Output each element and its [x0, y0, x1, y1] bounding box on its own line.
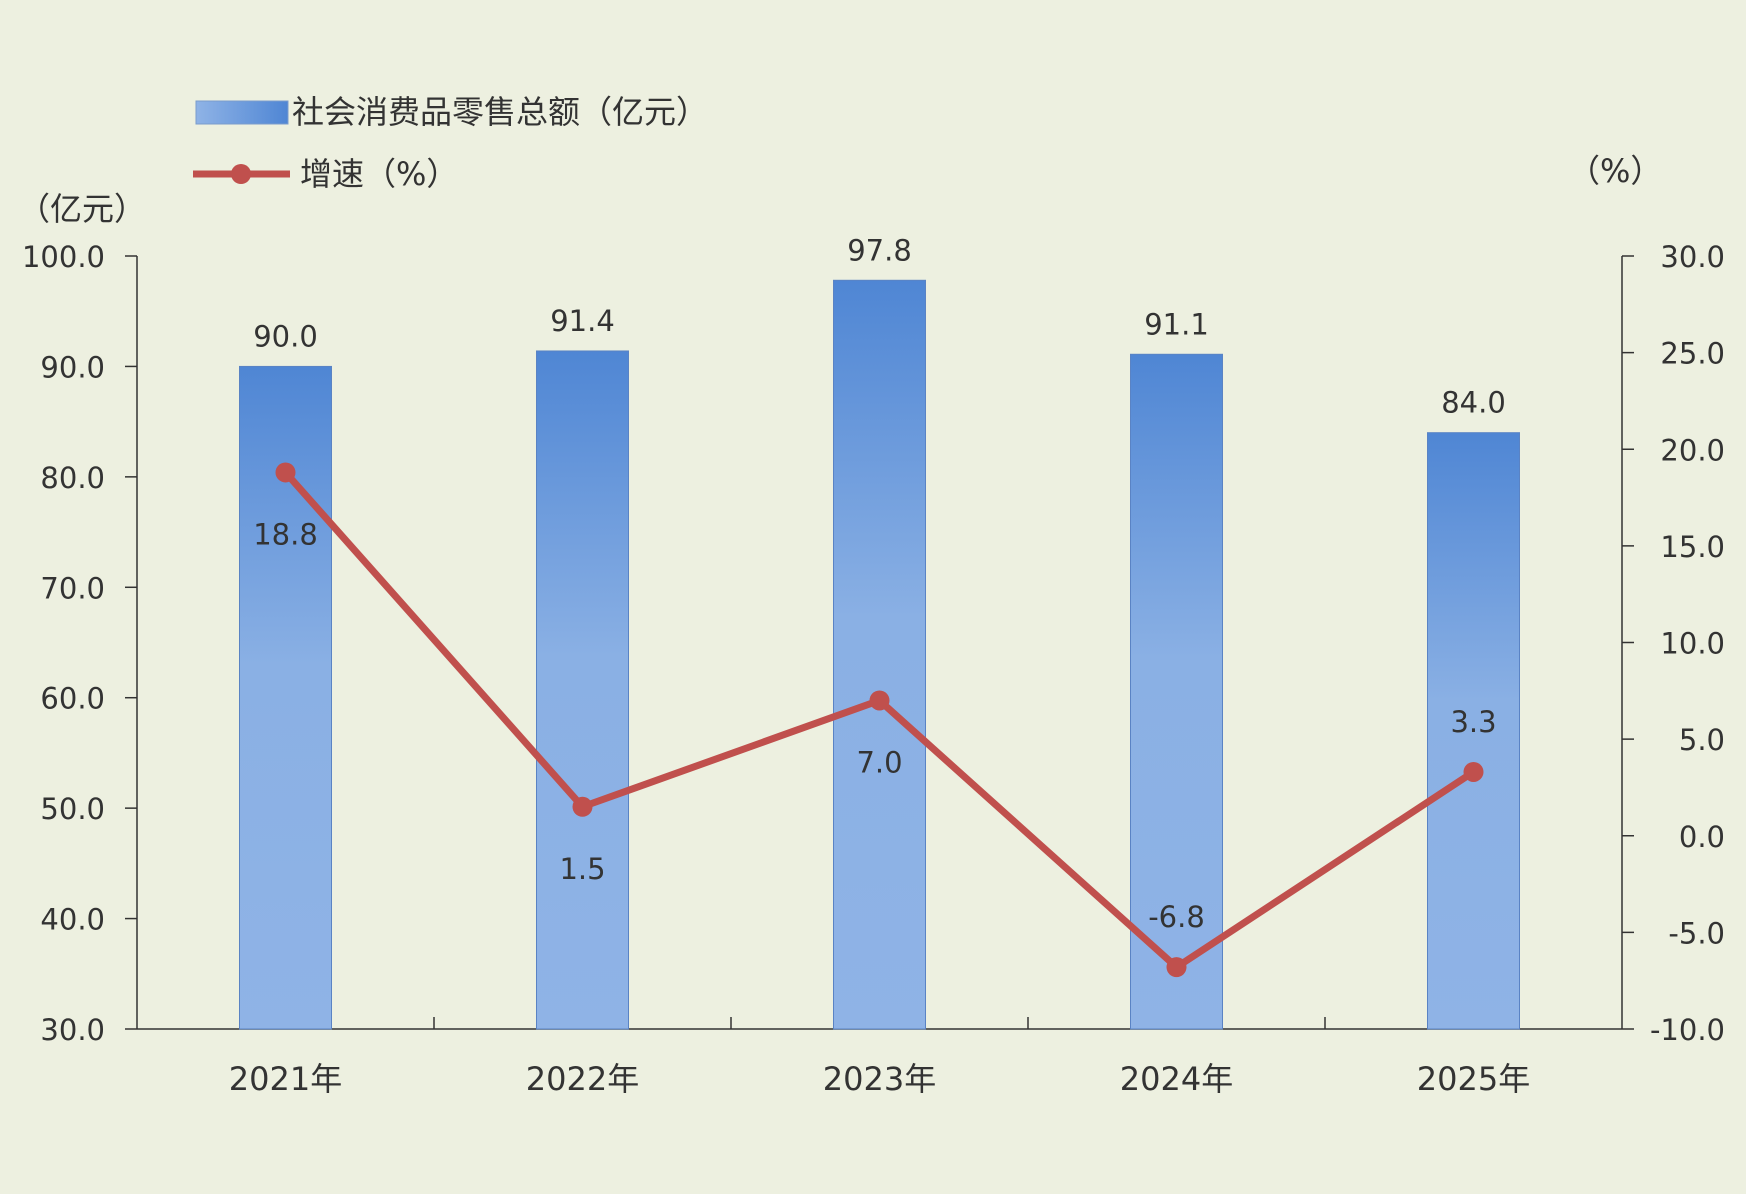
line-data-labels: 18.8 1.5 7.0 -6.8 3.3 — [253, 517, 1496, 934]
line-point — [275, 462, 296, 483]
x-category-label: 2021年 — [229, 1060, 342, 1098]
left-y-tick-label: 90.0 — [40, 350, 105, 384]
line-data-label: 1.5 — [559, 852, 605, 886]
x-axis-ticks: 2021年 2022年 2023年 2024年 2025年 — [229, 1017, 1530, 1098]
right-y-tick-label: 25.0 — [1660, 337, 1725, 371]
bar-data-label: 84.0 — [1441, 386, 1506, 420]
legend: 社会消费品零售总额（亿元） 增速（%） — [193, 93, 708, 193]
x-category-label: 2024年 — [1120, 1060, 1233, 1098]
legend-swatch-bar — [195, 100, 289, 125]
line-point — [869, 690, 890, 711]
x-category-label: 2022年 — [526, 1060, 639, 1098]
line-data-label: 7.0 — [856, 745, 902, 779]
line-data-label: 18.8 — [253, 517, 318, 551]
left-y-tick-label: 80.0 — [40, 461, 105, 495]
left-y-tick-label: 40.0 — [40, 903, 105, 937]
line-series — [275, 462, 1484, 978]
left-y-tick-label: 100.0 — [22, 240, 105, 274]
line-point — [1166, 957, 1187, 978]
right-y-tick-label: 20.0 — [1660, 433, 1725, 467]
bar-data-label: 97.8 — [847, 233, 912, 267]
bar-data-label: 90.0 — [253, 319, 318, 353]
line-data-label: -6.8 — [1148, 900, 1205, 934]
x-category-label: 2025年 — [1417, 1060, 1530, 1098]
bar — [536, 350, 629, 1030]
bar — [833, 279, 926, 1030]
legend-swatch-marker — [231, 164, 251, 184]
right-y-tick-label: 10.0 — [1660, 627, 1725, 661]
right-y-tick-label: 5.0 — [1679, 723, 1725, 757]
legend-label-bar: 社会消费品零售总额（亿元） — [292, 93, 708, 131]
left-y-axis-ticks: 30.0 40.0 50.0 60.0 70.0 80.0 90.0 100.0 — [22, 240, 137, 1047]
line-point — [572, 796, 593, 817]
right-y-tick-label: -5.0 — [1668, 916, 1725, 950]
right-y-tick-label: 15.0 — [1660, 530, 1725, 564]
right-y-tick-label: 30.0 — [1660, 240, 1725, 274]
right-y-axis-ticks: -10.0 -5.0 0.0 5.0 10.0 15.0 20.0 25.0 30.0 — [1622, 240, 1725, 1047]
right-y-tick-label: 0.0 — [1679, 820, 1725, 854]
bar-data-label: 91.1 — [1144, 307, 1209, 341]
bar-series — [239, 279, 1520, 1030]
legend-label-line: 增速（%） — [300, 155, 458, 193]
right-axis-unit: （%） — [1568, 152, 1662, 190]
bar — [1130, 353, 1223, 1030]
left-y-tick-label: 50.0 — [40, 792, 105, 826]
left-y-tick-label: 30.0 — [40, 1013, 105, 1047]
bar-data-label: 91.4 — [550, 304, 615, 338]
left-y-tick-label: 70.0 — [40, 571, 105, 605]
line-point — [1463, 761, 1484, 782]
bar-data-labels: 90.0 91.4 97.8 91.1 84.0 — [253, 233, 1506, 419]
line-data-label: 3.3 — [1450, 705, 1496, 739]
x-category-label: 2023年 — [823, 1060, 936, 1098]
left-y-tick-label: 60.0 — [40, 682, 105, 716]
left-axis-unit: （亿元） — [18, 190, 146, 228]
bar — [1427, 432, 1520, 1030]
right-y-tick-label: -10.0 — [1650, 1013, 1725, 1047]
